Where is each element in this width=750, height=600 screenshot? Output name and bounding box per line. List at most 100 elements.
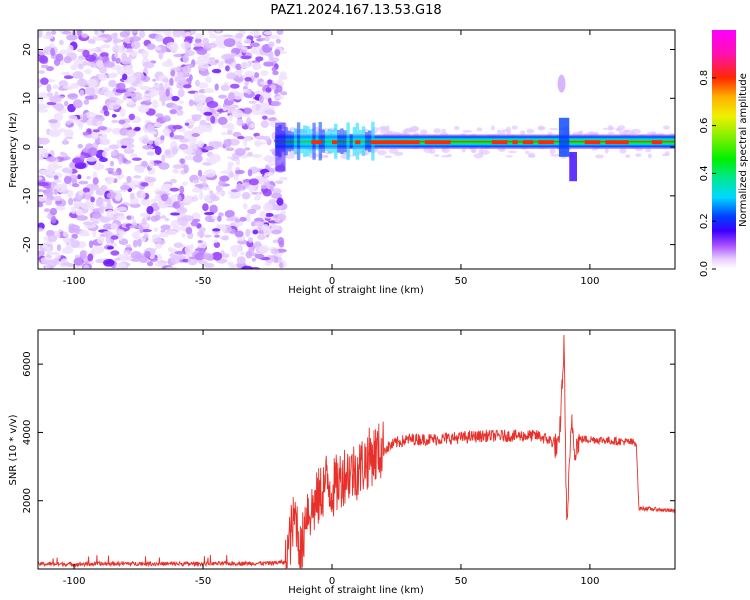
noise-blob	[128, 75, 136, 83]
noise-blob	[271, 229, 282, 235]
noise-blob	[229, 263, 234, 269]
noise-blob	[549, 148, 556, 155]
noise-blob	[91, 133, 99, 140]
tone-band-segment	[303, 125, 307, 158]
noise-blob	[145, 90, 150, 94]
noise-blob	[242, 191, 251, 200]
noise-blob	[268, 160, 274, 168]
tone-band-segment	[293, 128, 298, 154]
noise-blob	[235, 32, 244, 39]
noise-blob	[118, 233, 124, 241]
noise-blob	[262, 224, 269, 230]
noise-blob	[209, 204, 218, 214]
x-tick-label: 100	[580, 276, 599, 287]
noise-blob	[234, 230, 244, 238]
noise-blob	[64, 129, 74, 138]
x-tick-label: -100	[63, 276, 86, 287]
noise-blob	[183, 164, 189, 174]
noise-blob	[111, 119, 119, 124]
noise-blob	[112, 37, 118, 45]
noise-blob	[262, 115, 268, 120]
noise-blob	[76, 30, 82, 36]
noise-blob	[169, 77, 174, 86]
disturbance	[569, 151, 577, 182]
snr-plot-area	[38, 334, 675, 569]
noise-blob	[454, 126, 460, 131]
noise-blob	[181, 233, 186, 238]
noise-blob	[72, 201, 83, 208]
noise-blob	[177, 194, 182, 203]
noise-blob	[92, 129, 100, 133]
noise-blob	[137, 104, 150, 113]
colorbar-tick-label: 0.0	[699, 261, 710, 277]
noise-blob	[92, 212, 102, 219]
noise-blob	[162, 128, 172, 134]
noise-blob	[508, 150, 517, 154]
noise-blob	[619, 147, 627, 154]
noise-blob	[618, 130, 627, 135]
noise-blob	[209, 193, 217, 201]
noise-blob	[63, 75, 74, 80]
noise-blob	[200, 70, 210, 77]
noise-blob	[217, 116, 228, 125]
noise-blob	[140, 75, 151, 83]
noise-blob	[154, 122, 162, 128]
noise-blob	[94, 30, 99, 35]
noise-blob	[275, 38, 281, 44]
noise-blob	[385, 130, 393, 134]
noise-blob	[155, 113, 164, 118]
noise-blob	[248, 237, 254, 243]
noise-blob	[185, 227, 193, 235]
noise-blob	[102, 230, 113, 238]
noise-blob	[152, 99, 159, 109]
noise-blob	[47, 163, 58, 172]
noise-blob	[262, 188, 272, 197]
noise-blob	[130, 41, 141, 50]
noise-blob	[184, 245, 193, 255]
noise-blob	[525, 150, 530, 155]
noise-blob	[115, 57, 121, 64]
noise-blob	[68, 224, 80, 231]
tone-band-segment	[368, 130, 372, 152]
noise-blob	[248, 100, 257, 104]
noise-blob	[121, 123, 131, 129]
noise-blob	[190, 220, 199, 227]
noise-blob	[272, 188, 282, 195]
noise-blob	[166, 197, 172, 205]
noise-blob	[92, 220, 100, 224]
noise-blob	[158, 82, 164, 91]
noise-blob	[103, 259, 115, 267]
y-tick-label: 2000	[22, 488, 33, 513]
noise-blob	[217, 61, 224, 68]
noise-blob	[63, 138, 68, 145]
noise-blob	[419, 129, 428, 135]
noise-blob	[102, 151, 108, 158]
noise-blob	[243, 38, 252, 44]
noise-blob	[156, 191, 167, 195]
noise-blob	[59, 39, 64, 46]
noise-blob	[441, 128, 446, 133]
tone-band	[275, 134, 675, 150]
noise-blob	[38, 176, 43, 181]
disturbance	[558, 117, 570, 157]
colorbar-tick-label: 0.6	[699, 118, 710, 134]
noise-blob	[252, 229, 259, 235]
noise-blob	[167, 230, 177, 235]
snr-y-ticks: 2000 4000 6000	[22, 351, 675, 513]
noise-blob	[129, 192, 135, 200]
noise-blob	[184, 36, 194, 40]
noise-blob	[43, 208, 51, 213]
noise-blob	[109, 96, 118, 102]
noise-blob	[250, 42, 260, 47]
noise-blob	[549, 128, 559, 131]
noise-blob	[258, 230, 265, 235]
noise-blob	[66, 263, 74, 268]
disturbance	[275, 122, 286, 172]
noise-blob	[165, 88, 170, 97]
noise-blob	[204, 263, 215, 268]
noise-blob	[384, 155, 393, 159]
noise-blob	[191, 114, 203, 118]
noise-blob	[126, 215, 132, 220]
disturbance	[557, 74, 566, 93]
